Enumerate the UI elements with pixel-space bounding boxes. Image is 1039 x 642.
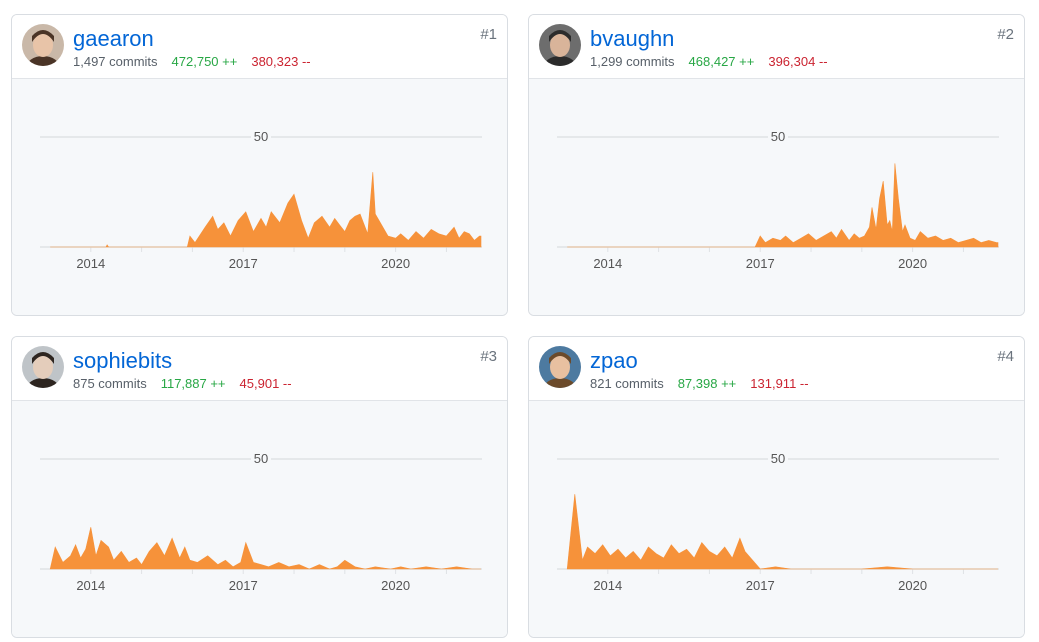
chart-svg: 50 2014 2017 2020 <box>557 129 999 271</box>
additions-count: 472,750 ++ <box>171 54 238 69</box>
commit-activity-chart: 50 2014 2017 2020 <box>12 79 507 315</box>
x-tick-label: 2017 <box>746 256 775 271</box>
card-header: sophiebits 875 commits 117,887 ++ 45,901 --… <box>12 337 507 401</box>
contributor-stats: 821 commits 87,398 ++ 131,911 -- <box>590 376 823 392</box>
contributor-card: zpao 821 commits 87,398 ++ 131,911 -- #4 50 20… <box>528 336 1025 638</box>
x-tick-label: 2017 <box>229 256 258 271</box>
commit-count: 1,497 commits <box>73 54 158 69</box>
contributor-stats: 1,497 commits 472,750 ++ 380,323 -- <box>73 54 325 70</box>
avatar-icon[interactable] <box>539 24 581 66</box>
y-tick-label: 50 <box>254 129 268 144</box>
additions-count: 117,887 ++ <box>160 376 226 391</box>
commit-activity-chart: 50 2014 2017 2020 <box>529 401 1024 637</box>
chart-svg: 50 2014 2017 2020 <box>40 129 482 271</box>
x-tick-label: 2020 <box>381 578 410 593</box>
additions-count: 87,398 ++ <box>677 376 737 391</box>
x-tick-label: 2020 <box>898 256 927 271</box>
deletions-count: 131,911 -- <box>750 376 809 391</box>
deletions-count: 45,901 -- <box>239 376 292 391</box>
commit-count: 1,299 commits <box>590 54 675 69</box>
x-tick-label: 2014 <box>593 256 622 271</box>
card-header: gaearon 1,497 commits 472,750 ++ 380,323 --… <box>12 15 507 79</box>
chart-svg: 50 2014 2017 2020 <box>40 451 482 593</box>
avatar-icon[interactable] <box>22 24 64 66</box>
additions-count: 468,427 ++ <box>688 54 755 69</box>
x-tick-label: 2017 <box>229 578 258 593</box>
series-area <box>50 172 482 248</box>
username-link[interactable]: sophiebits <box>73 348 173 373</box>
rank-badge: #1 <box>480 26 497 43</box>
rank-badge: #4 <box>997 348 1014 365</box>
avatar-icon[interactable] <box>22 346 64 388</box>
x-tick-label: 2020 <box>381 256 410 271</box>
deletions-count: 396,304 -- <box>768 54 828 69</box>
contributor-card: sophiebits 875 commits 117,887 ++ 45,901 --… <box>11 336 508 638</box>
deletions-count: 380,323 -- <box>251 54 311 69</box>
chart-svg: 50 2014 2017 2020 <box>557 451 999 593</box>
username-link[interactable]: zpao <box>590 348 638 373</box>
contributor-stats: 875 commits 117,887 ++ 45,901 -- <box>73 376 306 392</box>
contributor-card: gaearon 1,497 commits 472,750 ++ 380,323 --… <box>11 14 508 316</box>
x-tick-label: 2017 <box>746 578 775 593</box>
username-link[interactable]: bvaughn <box>590 26 675 51</box>
rank-badge: #3 <box>480 348 497 365</box>
contributor-stats: 1,299 commits 468,427 ++ 396,304 -- <box>590 54 842 70</box>
contributor-card: bvaughn 1,299 commits 468,427 ++ 396,304 --… <box>528 14 1025 316</box>
commit-activity-chart: 50 2014 2017 2020 <box>529 79 1024 315</box>
card-header: zpao 821 commits 87,398 ++ 131,911 -- #4 <box>529 337 1024 401</box>
series-area <box>566 494 998 570</box>
avatar-icon[interactable] <box>539 346 581 388</box>
y-tick-label: 50 <box>771 129 785 144</box>
x-tick-label: 2014 <box>76 578 105 593</box>
x-tick-label: 2014 <box>593 578 622 593</box>
x-tick-label: 2020 <box>898 578 927 593</box>
card-header: bvaughn 1,299 commits 468,427 ++ 396,304 --… <box>529 15 1024 79</box>
series-area <box>567 163 999 248</box>
commit-count: 875 commits <box>73 376 147 391</box>
x-tick-label: 2014 <box>76 256 105 271</box>
commit-count: 821 commits <box>590 376 664 391</box>
series-area <box>49 527 481 570</box>
username-link[interactable]: gaearon <box>73 26 154 51</box>
rank-badge: #2 <box>997 26 1014 43</box>
commit-activity-chart: 50 2014 2017 2020 <box>12 401 507 637</box>
y-tick-label: 50 <box>254 451 268 466</box>
y-tick-label: 50 <box>771 451 785 466</box>
